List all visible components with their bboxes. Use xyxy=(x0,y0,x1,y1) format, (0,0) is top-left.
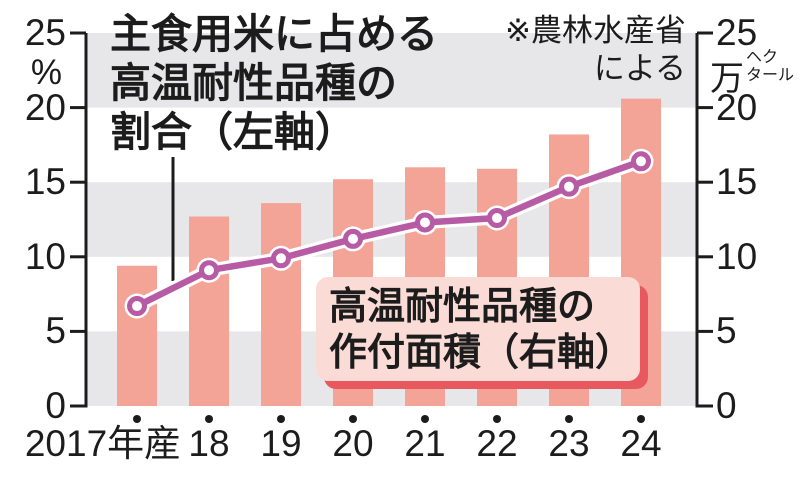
ratio-marker-2017年産 xyxy=(127,296,147,317)
x-axis-dot-22 xyxy=(493,415,501,423)
x-axis-dot-24 xyxy=(637,415,645,423)
grid-band xyxy=(86,331,697,406)
area-bar-22 xyxy=(477,168,517,406)
ratio-line xyxy=(135,158,643,309)
ratio-marker-19 xyxy=(271,248,291,269)
grid-band xyxy=(86,182,697,257)
x-axis-dot-23 xyxy=(565,415,573,423)
ratio-marker-21 xyxy=(415,212,435,233)
ratio-marker-20 xyxy=(343,228,363,249)
area-bar-19 xyxy=(261,203,301,406)
area-bar-24 xyxy=(621,98,661,406)
ratio-marker-22 xyxy=(487,208,507,229)
area-bar-2017年産 xyxy=(117,265,157,406)
area-bar-20 xyxy=(333,179,373,406)
x-axis-dot-18 xyxy=(205,415,213,423)
x-axis-dot-21 xyxy=(421,415,429,423)
area-bar-18 xyxy=(189,216,229,406)
x-axis-dot-19 xyxy=(277,415,285,423)
area-bar-21 xyxy=(405,167,445,406)
x-axis-dot-2017年産 xyxy=(133,415,141,423)
x-axis-dot-20 xyxy=(349,415,357,423)
ratio-marker-23 xyxy=(559,176,579,197)
ratio-marker-18 xyxy=(199,260,219,281)
ratio-marker-24 xyxy=(631,151,651,172)
grid-band xyxy=(86,33,697,108)
